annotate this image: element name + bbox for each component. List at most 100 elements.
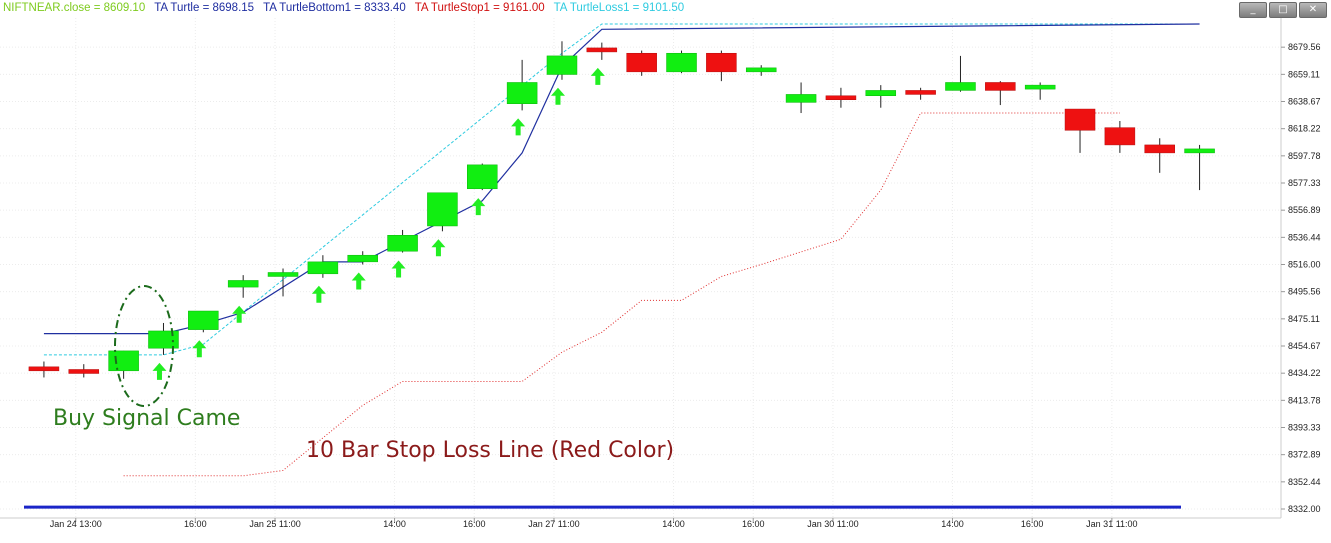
candle [706, 50, 737, 82]
x-tick-label: 16:00 [184, 519, 207, 529]
candle [307, 255, 339, 278]
candle-body-down [68, 369, 100, 374]
candle-body-down [1144, 144, 1175, 154]
turtle-stop-series [123, 112, 1120, 477]
candle-body-up [506, 82, 538, 104]
candle [28, 361, 60, 378]
candle-body-down [586, 47, 618, 53]
y-tick-label: 8618.22 [1288, 124, 1321, 134]
x-tick-label: Jan 25 11:00 [249, 519, 300, 529]
buy-signal-ellipse [114, 285, 174, 407]
y-tick-label: 8679.56 [1288, 42, 1321, 52]
candle-body-up [267, 272, 299, 277]
x-tick-label: Jan 24 13:00 [50, 519, 102, 529]
y-tick-label: 8577.33 [1288, 178, 1321, 188]
candle [586, 42, 618, 60]
y-tick-label: 8332.00 [1288, 504, 1321, 514]
y-axis-ticks: 8679.56 8659.11 8638.67 8618.22 8597.78 8577.… [1281, 42, 1321, 514]
candle [1024, 82, 1056, 100]
close-icon: ✕ [1308, 4, 1318, 15]
candle [785, 82, 817, 114]
candle-body-down [1104, 127, 1136, 146]
candle [666, 50, 697, 74]
candle [267, 268, 299, 297]
candle [825, 87, 857, 108]
y-tick-label: 8372.89 [1288, 450, 1321, 460]
x-tick-label: 14:00 [383, 519, 406, 529]
buy-arrow-icon [431, 239, 446, 257]
restore-button[interactable]: □ [1269, 2, 1297, 18]
buy-arrow-icon [192, 340, 207, 358]
y-tick-label: 8434.22 [1288, 368, 1321, 378]
candle-body-up [108, 350, 139, 372]
y-tick-label: 8638.67 [1288, 97, 1321, 107]
y-tick-label: 8475.11 [1288, 314, 1320, 324]
buy-signal-annotation: Buy Signal Came [53, 406, 241, 431]
x-tick-label: 14:00 [941, 519, 964, 529]
candle [745, 65, 777, 76]
buy-arrow-icon [550, 87, 565, 105]
candle-body-up [148, 330, 179, 349]
candle-body-up [188, 310, 219, 330]
buy-arrow-icon [351, 272, 366, 290]
candle [985, 81, 1016, 106]
candle [865, 85, 897, 108]
y-tick-label: 8352.44 [1288, 477, 1321, 487]
candle-body-down [28, 366, 60, 372]
y-tick-label: 8516.00 [1288, 260, 1321, 270]
candle-body-up [1184, 148, 1215, 154]
candle [227, 275, 259, 298]
candle [68, 364, 100, 378]
buy-arrow-icon [471, 198, 486, 216]
x-tick-label: Jan 31 11:00 [1086, 519, 1137, 529]
stop-loss-annotation: 10 Bar Stop Loss Line (Red Color) [306, 438, 675, 463]
candle-body-up [347, 254, 378, 263]
candle [1184, 144, 1215, 191]
y-tick-label: 8556.89 [1288, 205, 1321, 215]
candle-body-up [785, 94, 817, 103]
buy-arrow-icon [511, 118, 526, 136]
candle-body-up [945, 82, 976, 91]
y-tick-label: 8536.44 [1288, 232, 1321, 242]
candle-body-up [387, 235, 418, 252]
y-tick-label: 8413.78 [1288, 395, 1321, 405]
candle [506, 59, 538, 111]
stop-loss-line [123, 112, 1120, 477]
buy-arrows [152, 67, 605, 380]
candle-body-up [745, 67, 777, 73]
candle [1064, 108, 1096, 153]
y-tick-label: 8659.11 [1288, 69, 1320, 79]
candles [28, 41, 1215, 379]
legend-turtle: TA Turtle = 8698.15 [154, 2, 255, 14]
candle [546, 41, 578, 80]
candle-body-up [227, 280, 259, 288]
y-tick-label: 8393.33 [1288, 423, 1321, 433]
y-tick-label: 8597.78 [1288, 151, 1321, 161]
buy-arrow-icon [152, 362, 167, 380]
candle-body-up [865, 90, 897, 97]
candle [1104, 121, 1136, 153]
candle-body-up [467, 164, 498, 190]
minimize-button[interactable]: _ [1239, 2, 1267, 18]
legend-turtle-bottom: TA TurtleBottom1 = 8333.40 [263, 2, 406, 14]
candle-body-up [546, 55, 578, 75]
candle-body-up [427, 192, 458, 227]
candle [945, 55, 976, 92]
legend-close: NIFTNEAR.close = 8609.10 [3, 2, 146, 14]
restore-icon: □ [1278, 4, 1288, 15]
legend-turtle-loss: TA TurtleLoss1 = 9101.50 [553, 2, 685, 14]
candle-body-up [1024, 84, 1056, 90]
candle-body-up [307, 261, 339, 275]
candle-body-down [905, 90, 936, 95]
x-tick-label: 16:00 [742, 519, 765, 529]
buy-arrow-icon [311, 285, 326, 303]
candle [188, 310, 219, 333]
candle-body-down [1064, 108, 1096, 131]
x-tick-label: Jan 30 11:00 [807, 519, 858, 529]
close-button[interactable]: ✕ [1299, 2, 1327, 18]
x-axis-ticks: Jan 24 13:00 16:00 Jan 25 11:00 14:00 16:00 J… [50, 518, 1138, 529]
candle [387, 229, 418, 253]
candle [427, 192, 458, 232]
candle-body-down [985, 82, 1016, 91]
